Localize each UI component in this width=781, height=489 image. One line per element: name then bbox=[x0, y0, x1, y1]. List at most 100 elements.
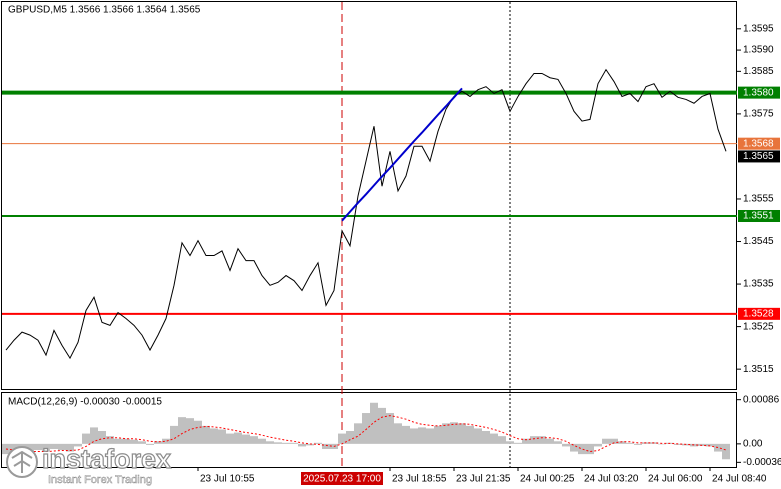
macd-bar bbox=[130, 439, 138, 444]
macd-bar bbox=[122, 438, 130, 444]
x-tick-label: 23 Jul 18:55 bbox=[392, 474, 447, 485]
macd-bar bbox=[202, 425, 210, 444]
macd-bar bbox=[378, 407, 386, 444]
watermark-tagline: Instant Forex Trading bbox=[48, 474, 152, 486]
macd-bar bbox=[418, 427, 426, 444]
macd-bar bbox=[458, 423, 466, 444]
macd-bar bbox=[258, 438, 266, 444]
level-label-box bbox=[738, 209, 780, 222]
x-tick-label: 24 Jul 03:20 bbox=[584, 474, 639, 485]
macd-bar bbox=[706, 443, 714, 447]
macd-bar bbox=[290, 442, 298, 444]
macd-bar bbox=[354, 423, 362, 444]
y-tick-label: 1.3590 bbox=[743, 45, 774, 56]
y-tick-label: 1.3515 bbox=[743, 364, 774, 375]
macd-bar bbox=[698, 443, 706, 446]
main-panel-frame bbox=[1, 1, 737, 390]
level-label-box bbox=[738, 86, 780, 99]
level-label-box bbox=[738, 137, 780, 150]
macd-bar bbox=[186, 418, 194, 444]
macd-bar bbox=[394, 423, 402, 444]
macd-bar bbox=[578, 443, 586, 455]
macd-bar bbox=[250, 436, 258, 444]
level-label: 1.3580 bbox=[743, 87, 774, 98]
macd-bar bbox=[474, 428, 482, 444]
macd-bar bbox=[162, 438, 170, 444]
trendline bbox=[341, 87, 463, 222]
macd-y-tick-label: 0.00086 bbox=[743, 394, 780, 405]
macd-y-tick-label: 0.00 bbox=[743, 438, 763, 449]
macd-y-tick-label: -0.00036 bbox=[743, 457, 781, 468]
macd-bar bbox=[146, 443, 154, 445]
macd-bar bbox=[450, 422, 458, 444]
macd-bar bbox=[482, 431, 490, 444]
macd-bar bbox=[426, 428, 434, 444]
watermark-brand: instaforex bbox=[42, 444, 171, 474]
macd-bar bbox=[658, 443, 666, 445]
macd-bar bbox=[530, 436, 538, 444]
macd-bar bbox=[234, 432, 242, 444]
level-label: 1.3528 bbox=[743, 308, 774, 319]
macd-bar bbox=[546, 438, 554, 444]
macd-bar bbox=[602, 438, 610, 444]
y-tick-label: 1.3525 bbox=[743, 321, 774, 332]
macd-bar bbox=[562, 443, 570, 447]
macd-bar bbox=[170, 425, 178, 444]
level-label: 1.3565 bbox=[743, 151, 774, 162]
macd-bar bbox=[194, 420, 202, 444]
macd-bar bbox=[498, 436, 506, 444]
x-tick-label: 24 Jul 00:25 bbox=[520, 474, 575, 485]
y-tick-label: 1.3545 bbox=[743, 236, 774, 247]
macd-bar bbox=[242, 434, 250, 444]
macd-bar bbox=[218, 429, 226, 444]
macd-bar bbox=[370, 402, 378, 444]
macd-bar bbox=[634, 443, 642, 445]
macd-bar bbox=[298, 443, 306, 447]
level-label-box bbox=[738, 307, 780, 320]
macd-bar bbox=[586, 443, 594, 455]
chart-title: GBPUSD,M5 1.3566 1.3566 1.3564 1.3565 bbox=[8, 5, 201, 16]
macd-bar bbox=[274, 442, 282, 444]
macd-bar bbox=[226, 433, 234, 444]
macd-bar bbox=[338, 433, 346, 444]
y-tick-label: 1.3595 bbox=[743, 23, 774, 34]
macd-bar bbox=[594, 443, 602, 447]
macd-bar bbox=[722, 443, 730, 460]
macd-bar bbox=[74, 443, 82, 447]
macd-bar bbox=[314, 442, 322, 444]
macd-bar bbox=[282, 442, 290, 444]
macd-bar bbox=[210, 428, 218, 444]
macd-bar bbox=[306, 443, 314, 446]
macd-bar bbox=[570, 443, 578, 452]
x-tick-label: 24 Jul 08:40 bbox=[712, 474, 767, 485]
macd-bar bbox=[610, 438, 618, 444]
y-tick-label: 1.3555 bbox=[743, 194, 774, 205]
macd-bar bbox=[154, 441, 162, 444]
macd-bar bbox=[538, 436, 546, 444]
macd-bar bbox=[442, 423, 450, 444]
level-label: 1.3551 bbox=[743, 211, 774, 222]
macd-bar bbox=[58, 443, 66, 451]
macd-bar bbox=[434, 425, 442, 444]
macd-bar bbox=[410, 428, 418, 444]
macd-bar bbox=[266, 441, 274, 444]
watermark: instaforex Instant Forex Trading bbox=[6, 444, 172, 486]
price-line bbox=[5, 68, 727, 360]
macd-label: MACD(12,26,9) -0.00030 -0.00015 bbox=[8, 397, 162, 408]
macd-bar bbox=[514, 442, 522, 444]
macd-bar bbox=[50, 443, 58, 449]
logo-mark bbox=[11, 450, 33, 473]
x-tick-label: 2025.07.23 17:00 bbox=[303, 474, 381, 485]
macd-bar bbox=[626, 442, 634, 444]
level-label-box bbox=[738, 150, 780, 163]
x-tick-label: 23 Jul 21:35 bbox=[456, 474, 511, 485]
macd-bar bbox=[34, 443, 42, 451]
macd-bar bbox=[714, 443, 722, 452]
macd-bar bbox=[42, 443, 50, 452]
macd-bar bbox=[522, 438, 530, 444]
macd-bar bbox=[98, 431, 106, 444]
y-tick-label: 1.3535 bbox=[743, 279, 774, 290]
